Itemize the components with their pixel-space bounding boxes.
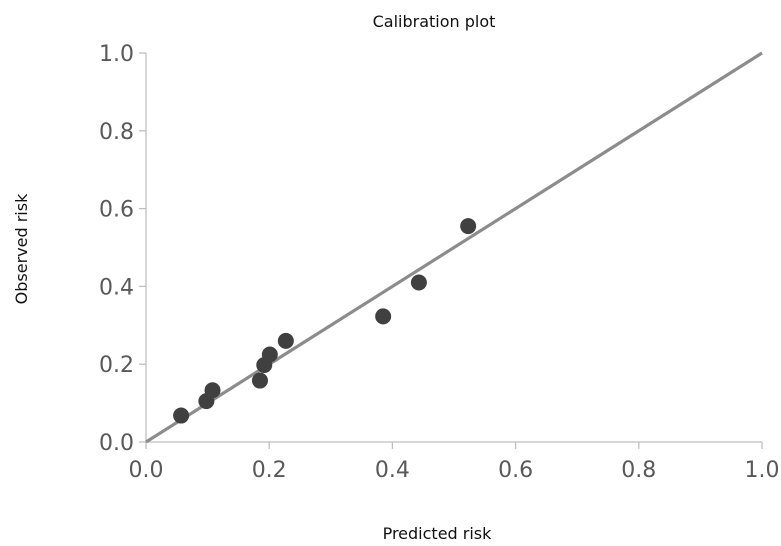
x-tick-label: 0.0 (129, 458, 164, 483)
y-tick-label: 0.0 (99, 431, 134, 456)
y-axis-label: Observed risk (12, 193, 31, 304)
x-tick-label: 0.6 (498, 458, 533, 483)
x-tick-label: 0.4 (375, 458, 410, 483)
tick-labels: 0.0 0.2 0.4 0.6 0.8 1.0 0.0 0.2 0.4 0.6 0.8 1.0 (99, 42, 780, 483)
data-point (410, 274, 427, 291)
data-point (460, 218, 477, 235)
data-point (251, 372, 268, 389)
reference-line-group (145, 51, 763, 444)
y-tick-label: 0.8 (99, 120, 134, 145)
axes (139, 52, 763, 449)
data-point (375, 308, 392, 325)
x-tick-label: 1.0 (745, 458, 780, 483)
data-point (204, 382, 221, 399)
y-tick-label: 1.0 (99, 42, 134, 67)
data-point (261, 346, 278, 363)
x-tick-label: 0.8 (621, 458, 656, 483)
y-tick-label: 0.2 (99, 353, 134, 378)
reference-line (145, 51, 763, 444)
y-tick-label: 0.6 (99, 198, 134, 223)
data-point (173, 407, 190, 424)
x-tick-label: 0.2 (252, 458, 287, 483)
data-point (277, 332, 294, 349)
y-tick-label: 0.4 (99, 275, 134, 300)
chart-title: Calibration plot (373, 12, 496, 31)
x-axis-label: Predicted risk (383, 524, 493, 543)
data-points (173, 218, 477, 424)
